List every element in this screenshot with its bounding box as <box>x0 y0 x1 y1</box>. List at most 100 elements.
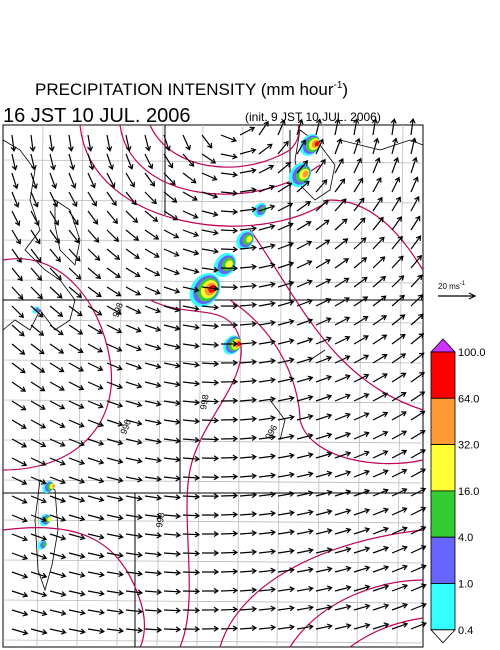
wind-vector <box>201 587 220 594</box>
wind-vector <box>410 410 426 421</box>
wind-vector <box>391 255 404 269</box>
wind-vector <box>11 628 29 636</box>
wind-vector <box>106 267 121 279</box>
wind-vector <box>144 286 161 295</box>
grid-line <box>316 124 324 648</box>
wind-vector <box>372 545 390 554</box>
wind-vector <box>87 571 105 578</box>
wind-vector <box>410 313 424 326</box>
wind-vector <box>220 530 239 537</box>
wind-vector <box>372 354 388 364</box>
wind-vector <box>30 590 48 598</box>
wind-vector <box>296 201 311 212</box>
wind-vector <box>11 267 23 282</box>
wind-vector <box>239 434 258 441</box>
wind-vector <box>68 191 78 208</box>
wind-vector <box>334 489 352 497</box>
wind-vector <box>315 239 331 250</box>
wind-vector <box>125 419 143 427</box>
wind-vector <box>125 172 135 188</box>
colorbar-label: 1.0 <box>458 579 473 591</box>
wind-vector <box>220 397 239 404</box>
wind-vector <box>144 513 163 520</box>
wind-vector <box>220 549 239 556</box>
wind-vector <box>182 418 201 425</box>
wind-vector <box>353 177 364 193</box>
wind-vector <box>106 362 123 371</box>
wind-vector <box>315 336 332 345</box>
grid-line <box>2 479 424 484</box>
wind-vector <box>144 134 151 152</box>
wind-vector <box>106 533 124 540</box>
wind-vector <box>30 438 47 448</box>
wind-vector <box>277 395 295 402</box>
wind-vector <box>49 229 60 244</box>
wind-vector <box>49 476 66 485</box>
wind-vector <box>106 134 113 152</box>
wind-vector <box>296 604 314 611</box>
grid-line <box>2 239 424 244</box>
wind-vector <box>220 435 239 442</box>
wind-vector <box>258 243 276 250</box>
wind-vector <box>296 585 314 592</box>
wind-vector <box>258 358 276 365</box>
wind-vector <box>258 262 276 269</box>
wind-vector <box>144 191 157 205</box>
wind-vector <box>106 514 124 521</box>
wind-vector <box>30 476 47 485</box>
wind-vector <box>391 507 408 516</box>
wind-vector <box>182 588 201 595</box>
wind-vector <box>182 342 200 349</box>
wind-vector <box>258 143 273 155</box>
wind-vector <box>201 568 220 575</box>
wind-vector <box>68 533 86 541</box>
wind-vector <box>68 514 86 522</box>
wind-vector <box>144 438 162 445</box>
wind-vector <box>277 241 295 250</box>
wind-vector <box>163 210 179 221</box>
wind-vector <box>220 359 239 366</box>
isobar <box>79 124 424 271</box>
wind-vector <box>258 396 276 403</box>
wind-vector <box>68 210 79 226</box>
wind-vector <box>277 299 295 307</box>
wind-vector <box>182 286 200 293</box>
wind-vector <box>315 375 333 383</box>
wind-vector <box>68 343 84 353</box>
wind-vector <box>391 564 408 573</box>
wind-vector <box>372 315 388 326</box>
wind-vector <box>391 583 409 592</box>
grid-line <box>276 124 284 648</box>
wind-vector <box>353 488 371 497</box>
wind-vector <box>391 545 408 554</box>
wind-vector <box>353 527 371 535</box>
wind-vector <box>182 134 191 151</box>
wind-vector <box>258 491 277 498</box>
wind-vector <box>391 314 406 326</box>
wind-vectors <box>10 117 427 636</box>
wind-vector <box>277 624 295 631</box>
wind-vector <box>410 294 424 307</box>
wind-vector <box>315 298 332 307</box>
wind-vector <box>334 138 343 155</box>
wind-vector <box>163 588 182 595</box>
wind-vector <box>353 431 370 440</box>
wind-vector <box>106 400 124 408</box>
coastline <box>34 479 59 592</box>
wind-vector <box>353 469 370 478</box>
wind-vector <box>68 286 83 299</box>
wind-vector <box>353 237 367 250</box>
wind-vector <box>353 373 370 383</box>
wind-vector <box>201 248 219 255</box>
wind-vector <box>409 117 416 136</box>
wind-vector <box>68 628 86 635</box>
wind-vector <box>201 210 219 217</box>
wind-vector <box>87 362 104 372</box>
colorbar-label: 64.0 <box>458 393 479 405</box>
wind-vector <box>11 362 26 374</box>
wind-vector <box>334 604 352 611</box>
wind-vector <box>125 532 143 539</box>
colorbar-over <box>430 338 456 353</box>
wind-vector <box>11 552 29 561</box>
wind-vector <box>106 286 122 297</box>
